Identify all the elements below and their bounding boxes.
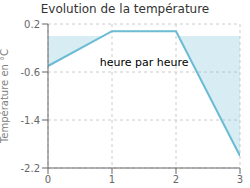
svg-text:-2.2: -2.2 bbox=[20, 163, 40, 174]
svg-text:0.2: 0.2 bbox=[24, 19, 40, 30]
html-text:Evolution de la température: Evolution de la température bbox=[40, 2, 210, 16]
html-text:heure par heure: heure par heure bbox=[99, 55, 189, 69]
svg-text:0: 0 bbox=[45, 174, 51, 185]
svg-text:-0.6: -0.6 bbox=[20, 67, 40, 78]
svg-text:2: 2 bbox=[173, 174, 179, 185]
svg-text:-1.4: -1.4 bbox=[20, 115, 40, 126]
svg-text:Température en °C: Température en °C bbox=[8, 49, 10, 144]
svg-text:3: 3 bbox=[237, 174, 242, 185]
svg-text:1: 1 bbox=[109, 174, 115, 185]
